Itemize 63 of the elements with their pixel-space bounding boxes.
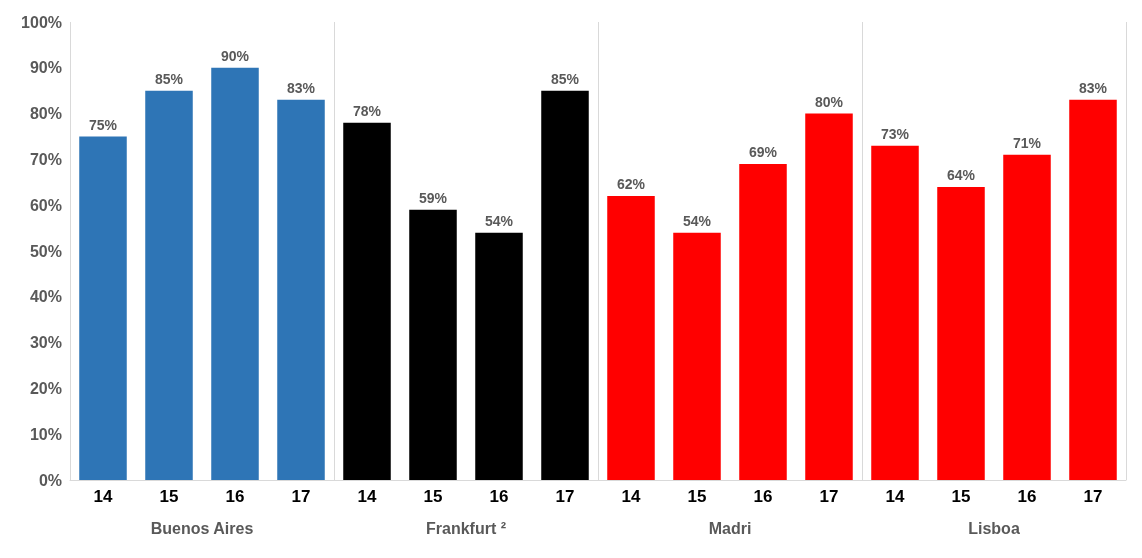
bar	[607, 196, 655, 480]
x-tick-label: Lisboa	[968, 519, 1020, 537]
y-tick-label: 40%	[29, 288, 62, 306]
data-label: 62%	[616, 176, 646, 193]
text: 17	[555, 487, 575, 506]
bar	[409, 209, 457, 480]
y-tick-label: 70%	[29, 150, 62, 168]
data-label: 71%	[1012, 134, 1042, 151]
series-label: 17	[291, 487, 311, 506]
text: 14	[885, 487, 905, 506]
text: 15	[423, 487, 443, 506]
data-label: 75%	[88, 116, 118, 133]
data-label: 59%	[418, 189, 448, 206]
x-tick-label: Buenos Aires	[150, 519, 254, 537]
text: 16	[753, 487, 773, 506]
series-label: 16	[225, 487, 245, 506]
data-label: 83%	[286, 79, 316, 96]
text: 14	[621, 487, 641, 506]
bar	[805, 113, 853, 480]
text: 15	[951, 487, 971, 506]
text: 15	[687, 487, 707, 506]
bar	[145, 90, 193, 480]
bar	[211, 67, 259, 480]
y-tick-label: 10%	[29, 425, 62, 443]
series-label: 15	[159, 487, 179, 506]
text: 14	[357, 487, 377, 506]
data-label: 80%	[814, 93, 844, 110]
data-label: 83%	[1078, 79, 1108, 96]
x-tick-label: Frankfurt ²	[426, 519, 506, 537]
text: 16	[1017, 487, 1037, 506]
y-tick-label: 90%	[29, 59, 62, 77]
data-label: 54%	[484, 212, 514, 229]
text: 16	[489, 487, 509, 506]
data-label: 85%	[154, 70, 184, 87]
bar	[1069, 99, 1117, 480]
data-label: 78%	[352, 102, 382, 119]
x-tick-label: Madri	[708, 519, 752, 537]
y-tick-label: 30%	[29, 334, 62, 352]
bar	[1003, 154, 1051, 480]
bar	[937, 186, 985, 480]
bar	[541, 90, 589, 480]
data-label: 64%	[946, 166, 976, 183]
data-label: 90%	[220, 47, 250, 64]
data-label: 85%	[550, 70, 580, 87]
text: 17	[1083, 487, 1103, 506]
y-tick-label: 50%	[29, 242, 62, 260]
bar	[79, 136, 127, 480]
bar	[343, 122, 391, 480]
bar	[277, 99, 325, 480]
y-tick-label: 100%	[21, 13, 62, 31]
data-label: 73%	[880, 125, 910, 142]
y-tick-label: 80%	[29, 105, 62, 123]
bar	[673, 232, 721, 480]
y-tick-label: 20%	[29, 379, 62, 397]
y-tick-label: 60%	[29, 196, 62, 214]
bar	[739, 163, 787, 480]
bar	[475, 232, 523, 480]
data-label: 54%	[682, 212, 712, 229]
data-label: 69%	[748, 143, 778, 160]
series-label: 14	[93, 487, 113, 506]
bar	[871, 145, 919, 480]
text: 17	[819, 487, 839, 506]
y-tick-label: 0%	[38, 471, 62, 489]
